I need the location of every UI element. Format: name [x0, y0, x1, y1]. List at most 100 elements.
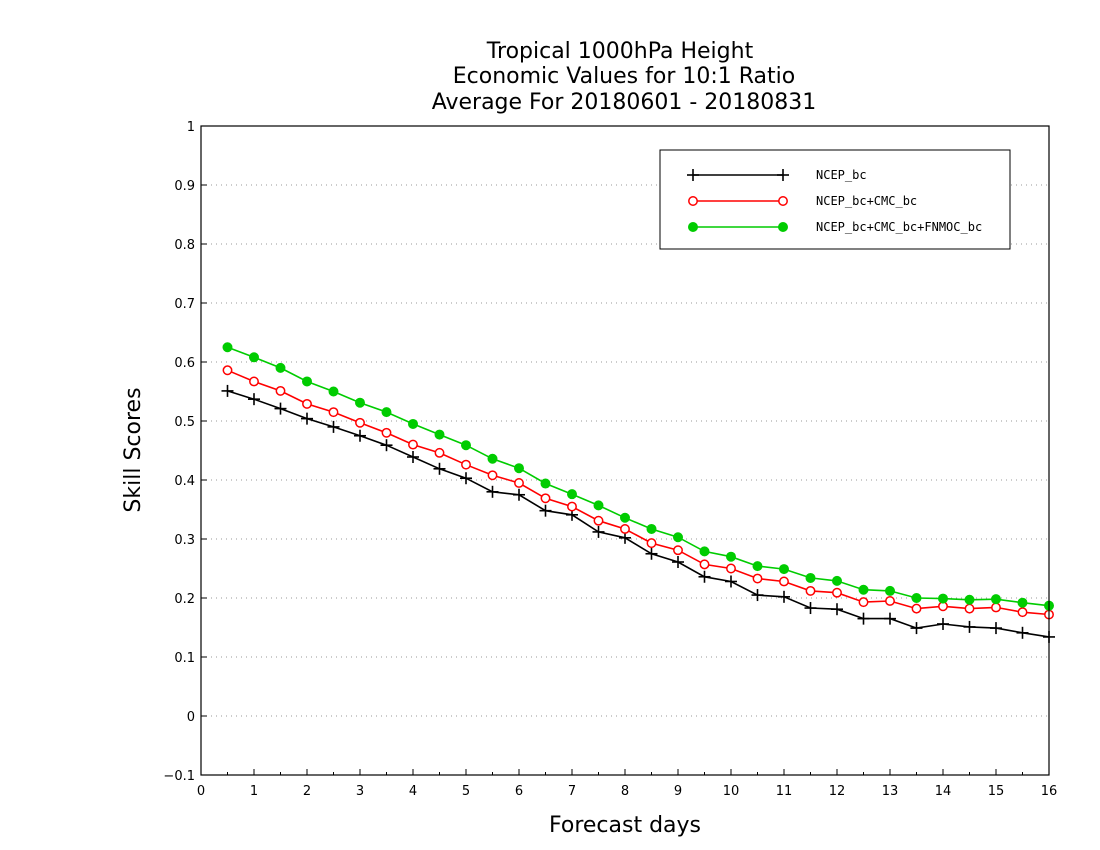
data-point [275, 362, 286, 373]
grid-lines [201, 184, 1049, 717]
y-tick-label: 0.5 [174, 415, 195, 430]
data-point [434, 429, 445, 440]
data-point [832, 575, 842, 586]
data-point [885, 585, 895, 596]
legend-item-2: NCEP_bc+CMC_bc+FNMOC_bc [688, 220, 982, 234]
data-point [301, 412, 313, 425]
data-point [302, 376, 312, 387]
data-point [540, 493, 551, 504]
y-tick-label: 0.6 [174, 356, 195, 371]
data-point [857, 612, 870, 625]
data-point [698, 570, 711, 583]
data-point [911, 603, 922, 614]
data-point [513, 488, 525, 501]
data-point [964, 603, 975, 614]
y-tick-label: 0.2 [174, 592, 195, 607]
y-axis-label: Skill Scores [121, 387, 146, 512]
data-point [831, 603, 843, 616]
x-tick-label: 12 [829, 784, 846, 799]
x-tick-label: 16 [1041, 784, 1058, 799]
series-layer [221, 342, 1055, 643]
x-tick-label: 2 [303, 784, 311, 799]
data-point [937, 617, 949, 630]
y-axis-ticks: −0.1 0 0.1 0.2 0.3 0.4 0.5 0.6 0.7 0.8 0.9 1 [163, 120, 207, 784]
data-point [777, 169, 789, 181]
data-point [804, 602, 817, 615]
data-point [910, 622, 923, 635]
data-point [911, 593, 922, 603]
data-point [778, 222, 788, 232]
y-tick-label: 0.8 [174, 238, 195, 253]
legend-box [659, 149, 1011, 250]
data-point [381, 407, 392, 418]
data-point [778, 590, 790, 603]
data-point [460, 472, 472, 485]
series-1 [222, 365, 1054, 620]
data-point [539, 504, 552, 517]
data-point [222, 365, 233, 376]
data-point [514, 478, 524, 488]
data-point [328, 407, 339, 418]
data-point [726, 551, 736, 562]
data-point [380, 439, 393, 452]
data-point [249, 352, 259, 363]
x-tick-label: 8 [621, 784, 629, 799]
x-tick-label: 1 [250, 784, 258, 799]
x-tick-label: 9 [674, 784, 682, 799]
data-point [486, 485, 499, 498]
data-point [725, 575, 737, 588]
x-axis-label: Forecast days [549, 813, 701, 838]
data-point [433, 462, 446, 475]
data-point [408, 439, 418, 450]
x-tick-label: 4 [409, 784, 417, 799]
data-point [688, 196, 698, 206]
plot-frame [200, 125, 1050, 776]
data-point [567, 489, 577, 500]
data-point [726, 563, 736, 574]
x-tick-label: 0 [197, 784, 205, 799]
data-point [751, 589, 764, 602]
chart-title-line-3: Average For 20180601 - 20180831 [432, 90, 817, 115]
series-0 [221, 384, 1055, 643]
x-tick-label: 3 [356, 784, 364, 799]
legend-label: NCEP_bc [816, 168, 867, 182]
chart-title-line-2: Economic Values for 10:1 Ratio [453, 64, 795, 89]
y-tick-label: 0.7 [174, 297, 195, 312]
series-line [227, 390, 1050, 638]
data-point [964, 594, 975, 605]
data-point [327, 420, 340, 433]
data-point [963, 620, 976, 633]
data-point [593, 500, 604, 511]
x-tick-label: 13 [882, 784, 899, 799]
y-tick-label: 0 [187, 710, 195, 725]
data-point [540, 478, 551, 489]
y-tick-label: 0.3 [174, 533, 195, 548]
data-point [328, 386, 339, 397]
series-line [227, 346, 1050, 607]
data-point [858, 584, 869, 595]
x-tick-label: 11 [776, 784, 793, 799]
data-point [1017, 597, 1028, 608]
data-point [274, 402, 287, 415]
data-point [832, 587, 842, 598]
data-point [885, 596, 895, 606]
data-point [805, 572, 816, 583]
data-point [381, 427, 392, 438]
data-point [567, 501, 577, 512]
data-point [407, 450, 419, 463]
data-point [354, 429, 366, 442]
data-point [805, 585, 816, 596]
data-point [884, 612, 896, 625]
data-point [408, 418, 418, 429]
data-point [687, 169, 699, 181]
x-tick-label: 5 [462, 784, 470, 799]
data-point [461, 440, 471, 451]
x-tick-label: 15 [988, 784, 1005, 799]
x-tick-label: 6 [515, 784, 523, 799]
data-point [672, 556, 684, 569]
x-tick-label: 14 [935, 784, 952, 799]
data-point [752, 561, 763, 572]
data-point [778, 196, 788, 206]
legend-label: NCEP_bc+CMC_bc [816, 194, 917, 208]
